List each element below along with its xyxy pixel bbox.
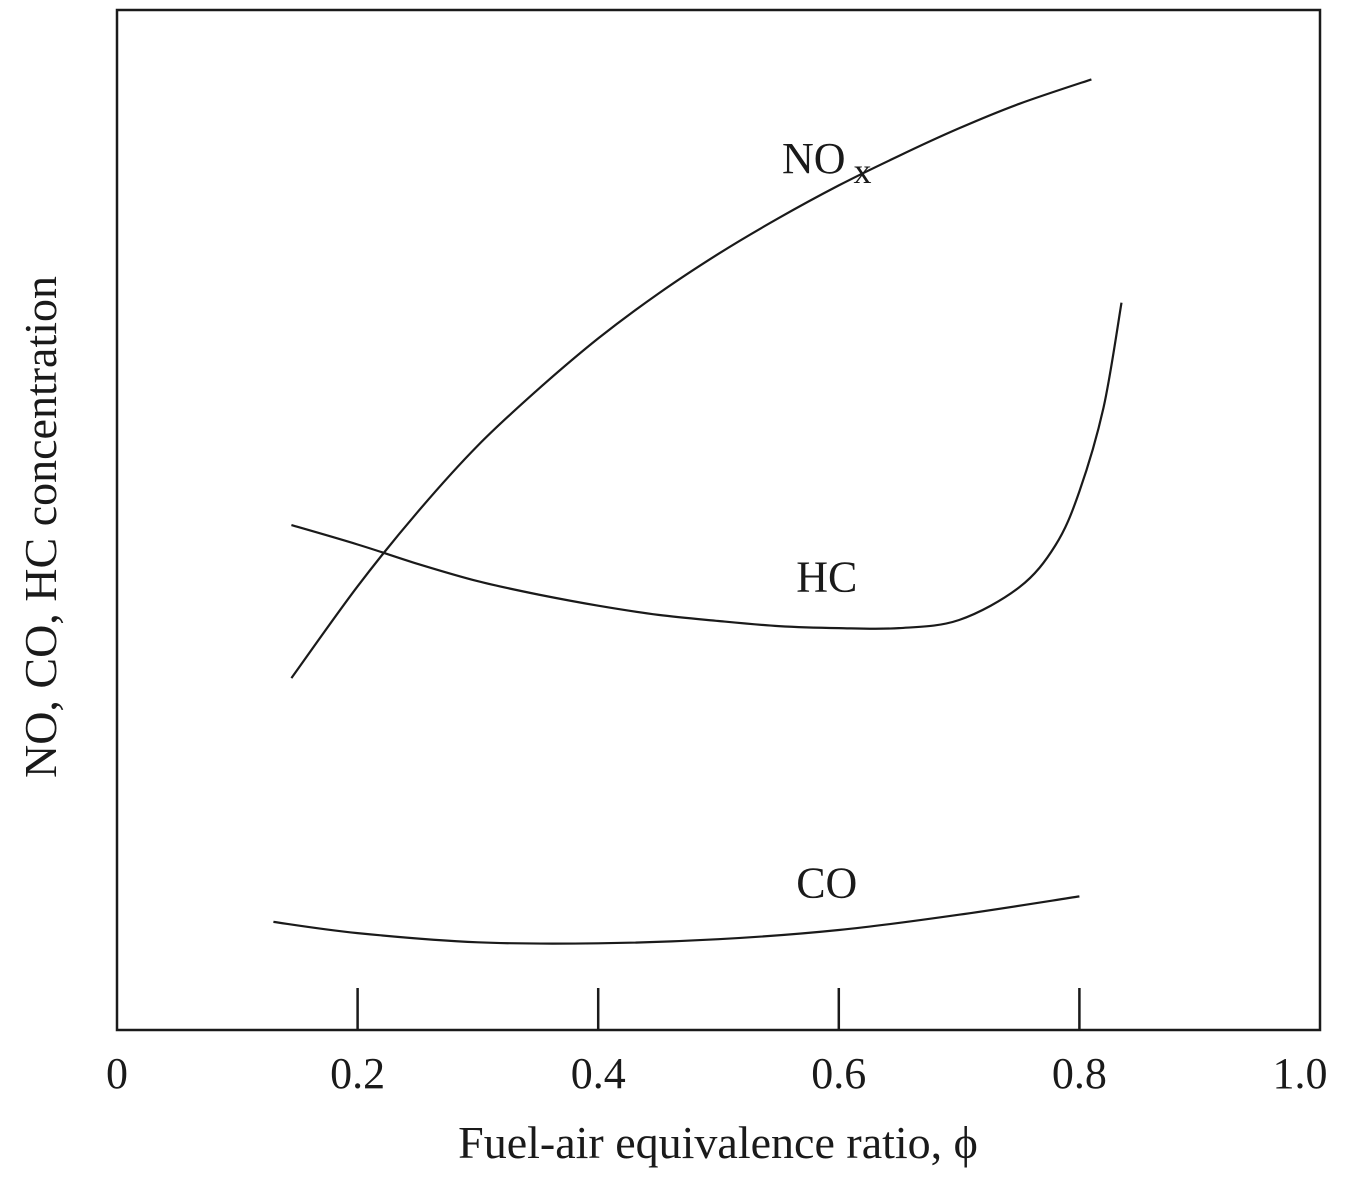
x-tick-label-0.4: 0.4 [571,1049,626,1098]
series-label-no: NO x [782,134,872,191]
x-tick-label-0.2: 0.2 [330,1049,385,1098]
x-tick-labels: 0 0.2 0.4 0.6 0.8 1.0 [106,1049,1328,1098]
x-tick-label-0.8: 0.8 [1052,1049,1107,1098]
x-ticks [356,988,1081,1030]
series-label-subscript: x [854,151,872,191]
series-line-co [273,895,1080,945]
plot-frame [115,8,1322,1032]
y-axis-label: NO, CO, HC concentration [15,276,66,778]
x-tick-label-0.6: 0.6 [811,1049,866,1098]
series-label-co: CO [796,858,857,907]
series-line-no [290,78,1092,679]
x-tick-label-0: 0 [106,1049,128,1098]
x-tick-label-1.0: 1.0 [1273,1049,1328,1098]
x-axis-label: Fuel-air equivalence ratio, ϕ [458,1117,978,1168]
series-labels: NO x HC CO [782,134,872,907]
series-line-hc [291,302,1123,630]
series-label-hc: HC [796,552,857,601]
series-curves [273,78,1123,945]
